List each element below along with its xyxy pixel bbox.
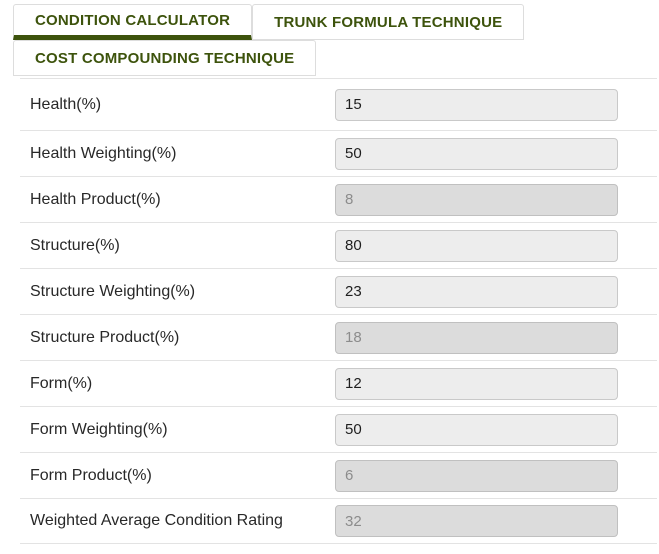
field-label: Health Weighting(%) bbox=[30, 144, 177, 162]
field-label: Structure Weighting(%) bbox=[30, 282, 196, 300]
field-label: Form(%) bbox=[30, 374, 93, 392]
tab-label: COST COMPOUNDING TECHNIQUE bbox=[35, 49, 295, 67]
form-row: Weighted Average Condition Rating bbox=[20, 498, 657, 544]
field-label: Form Weighting(%) bbox=[30, 420, 168, 438]
health-input[interactable] bbox=[335, 88, 618, 121]
condition-form: Health(%) Health Weighting(%) Health Pro… bbox=[20, 78, 657, 544]
structure-product-input bbox=[335, 321, 618, 354]
health-product-input bbox=[335, 183, 618, 216]
field-label: Weighted Average Condition Rating bbox=[30, 512, 283, 529]
form-row: Form Product(%) bbox=[20, 452, 657, 498]
form-product-input bbox=[335, 459, 618, 492]
form-row: Structure Weighting(%) bbox=[20, 268, 657, 314]
tab-trunk-formula-technique[interactable]: TRUNK FORMULA TECHNIQUE bbox=[252, 4, 525, 40]
form-row: Form Weighting(%) bbox=[20, 406, 657, 452]
form-weighting-input[interactable] bbox=[335, 413, 618, 446]
form-row: Health Weighting(%) bbox=[20, 130, 657, 176]
form-row: Structure(%) bbox=[20, 222, 657, 268]
structure-weighting-input[interactable] bbox=[335, 275, 618, 308]
form-row: Form(%) bbox=[20, 360, 657, 406]
field-label: Form Product(%) bbox=[30, 466, 152, 484]
structure-input[interactable] bbox=[335, 229, 618, 262]
field-label: Structure(%) bbox=[30, 236, 120, 254]
form-input[interactable] bbox=[335, 367, 618, 400]
field-label: Health(%) bbox=[30, 95, 102, 113]
health-weighting-input[interactable] bbox=[335, 137, 618, 170]
field-label: Structure Product(%) bbox=[30, 328, 180, 346]
form-row: Health(%) bbox=[20, 78, 657, 130]
tab-cost-compounding-technique[interactable]: COST COMPOUNDING TECHNIQUE bbox=[13, 40, 317, 76]
form-row: Structure Product(%) bbox=[20, 314, 657, 360]
form-row: Health Product(%) bbox=[20, 176, 657, 222]
tab-bar: CONDITION CALCULATOR TRUNK FORMULA TECHN… bbox=[13, 4, 537, 76]
tab-label: CONDITION CALCULATOR bbox=[35, 11, 231, 29]
tab-label: TRUNK FORMULA TECHNIQUE bbox=[274, 13, 503, 31]
weighted-average-condition-rating-input bbox=[335, 505, 618, 537]
field-label: Health Product(%) bbox=[30, 190, 161, 208]
tab-condition-calculator[interactable]: CONDITION CALCULATOR bbox=[13, 4, 253, 40]
